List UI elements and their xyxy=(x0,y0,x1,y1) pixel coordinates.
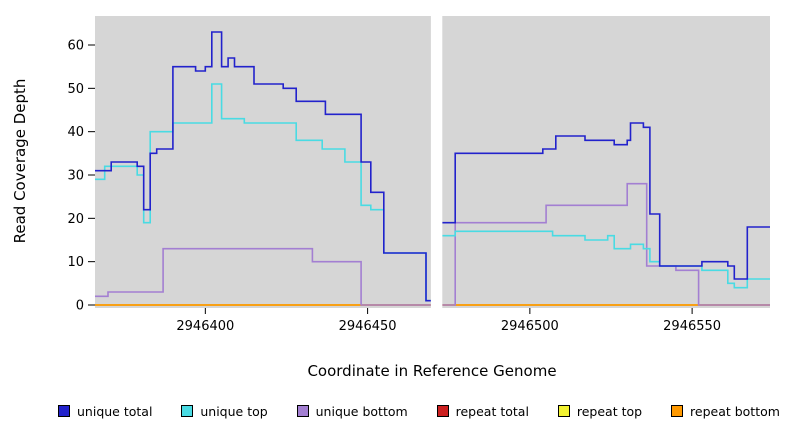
legend-item-unique-bottom: unique bottom xyxy=(296,403,408,419)
series-unique-top xyxy=(442,230,770,289)
legend-swatch-icon xyxy=(557,405,570,417)
y-tick-label: 20 xyxy=(67,212,84,227)
y-tick-label: 30 xyxy=(67,169,84,184)
legend-item-repeat-bottom: repeat bottom xyxy=(671,404,780,419)
legend-swatch-icon xyxy=(671,405,684,417)
series-unique-total xyxy=(442,122,770,280)
x-tick-label: 2946550 xyxy=(663,319,721,334)
legend-item-repeat-total: repeat total xyxy=(436,403,529,419)
y-tick-label: 10 xyxy=(67,255,84,270)
series-unique-total xyxy=(95,31,431,302)
legend-swatch-icon xyxy=(436,405,449,417)
legend-item-label: unique total xyxy=(77,403,153,419)
legend-item-label: unique top xyxy=(200,403,268,419)
y-tick-label: 50 xyxy=(67,82,84,97)
legend-item-repeat-top: repeat top xyxy=(557,403,643,419)
y-tick-label: 0 xyxy=(76,299,84,314)
chart-generated-layer: 2946400 2946450 2946500 2946550 0 10 20 30 40 50 6… xyxy=(67,12,770,334)
legend-item-unique-top: unique top xyxy=(181,403,268,419)
legend-item-label: unique bottom xyxy=(315,403,408,419)
legend-swatch-icon xyxy=(181,405,194,417)
legend-item-label: repeat total xyxy=(455,403,529,419)
legend-item-unique-total: unique total xyxy=(58,404,152,419)
x-tick-label: 2946400 xyxy=(176,319,234,334)
x-tick-label: 2946450 xyxy=(339,319,397,334)
legend-swatch-icon xyxy=(296,405,309,417)
legend-item-label: repeat bottom xyxy=(690,403,780,419)
chart-svg: 2946400 2946450 2946500 2946550 0 10 20 30 40 50 6… xyxy=(11,12,770,380)
y-axis-title: Read Coverage Depth xyxy=(11,79,29,244)
y-tick-label: 60 xyxy=(67,39,84,54)
legend: unique total unique top unique bottom repea… xyxy=(58,402,780,420)
legend-swatch-icon xyxy=(58,405,70,417)
coverage-gap xyxy=(430,12,443,314)
x-tick-label: 2946500 xyxy=(501,319,559,334)
series-unique-bottom xyxy=(442,182,770,306)
x-axis-title: Coordinate in Reference Genome xyxy=(307,362,556,380)
y-tick-label: 40 xyxy=(67,125,84,140)
legend-item-label: repeat top xyxy=(576,403,643,419)
series-unique-bottom xyxy=(95,247,431,306)
